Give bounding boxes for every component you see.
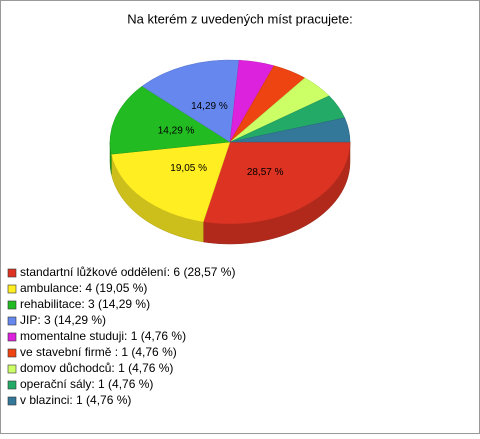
legend-swatch bbox=[7, 396, 17, 406]
legend-swatch bbox=[7, 332, 17, 342]
chart-title: Na kterém z uvedených míst pracujete: bbox=[127, 11, 352, 26]
slice bbox=[109, 85, 231, 155]
legend-swatch bbox=[7, 316, 17, 326]
legend-label: standartní lůžkové oddělení: 6 (28,57 %) bbox=[20, 265, 235, 279]
legend-label: JIP: 3 (14,29 %) bbox=[20, 313, 106, 327]
legend-swatch bbox=[7, 268, 17, 278]
legend-swatch bbox=[7, 284, 17, 294]
legend-label: rehabilitace: 3 (14,29 %) bbox=[20, 297, 150, 311]
data-label: 28,57 % bbox=[247, 167, 284, 178]
legend-swatch bbox=[7, 380, 17, 390]
legend-label: ve stavební firmě : 1 (4,76 %) bbox=[20, 345, 177, 359]
slice bbox=[141, 59, 240, 143]
slice bbox=[111, 141, 231, 223]
legend-label: momentalne studuji: 1 (4,76 %) bbox=[20, 329, 186, 343]
legend-swatch bbox=[7, 348, 17, 358]
legend-swatch bbox=[7, 364, 17, 374]
data-label: 14,29 % bbox=[191, 101, 228, 112]
legend-swatch bbox=[7, 300, 17, 310]
data-label: 14,29 % bbox=[158, 125, 195, 136]
legend-label: v blazinci: 1 (4,76 %) bbox=[20, 393, 131, 407]
legend-label: operační sály: 1 (4,76 %) bbox=[20, 377, 153, 391]
slice bbox=[202, 141, 351, 225]
legend-label: ambulance: 4 (19,05 %) bbox=[20, 281, 147, 295]
data-label: 19,05 % bbox=[170, 163, 207, 174]
slice bbox=[229, 117, 351, 143]
legend-label: domov důchodců: 1 (4,76 %) bbox=[20, 361, 173, 375]
